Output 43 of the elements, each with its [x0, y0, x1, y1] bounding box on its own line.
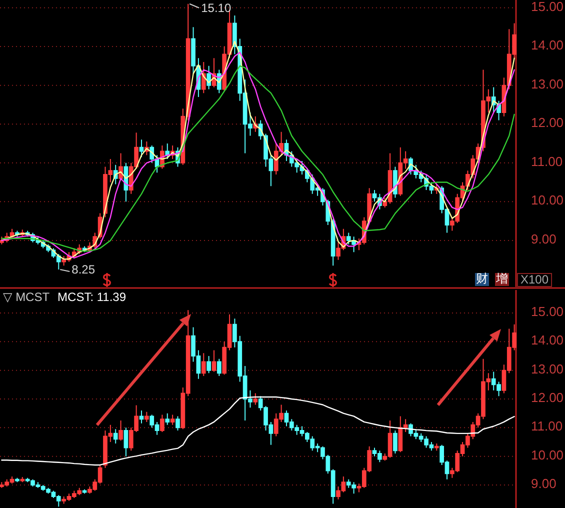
- text: X100: [520, 272, 549, 287]
- candlestick: [82, 488, 87, 494]
- y-tick-label: 15.00: [531, 0, 564, 14]
- candlestick: [393, 430, 398, 454]
- y-tick-label: 12.00: [531, 390, 564, 406]
- candlestick: [165, 143, 170, 160]
- y-tick-label: 11.00: [531, 154, 563, 170]
- y-tick-label: 11.00: [531, 419, 563, 434]
- candlestick: [201, 352, 206, 377]
- y-tick-label: 10.00: [531, 448, 564, 463]
- y-tick-label: 14.00: [531, 38, 564, 53]
- candlestick: [434, 442, 439, 452]
- annotation: 15.10: [201, 1, 232, 16]
- candlestick: [253, 392, 258, 406]
- candlestick: [176, 416, 180, 432]
- chart-title: ▽ MCST: [3, 290, 50, 304]
- candlestick: [139, 139, 144, 158]
- candlestick: [20, 476, 25, 483]
- y-tick-label: 12.00: [531, 116, 564, 131]
- candlestick: [118, 420, 123, 442]
- annotation: 8.25: [72, 262, 96, 277]
- y-tick-label: 9.00: [531, 232, 556, 247]
- candlestick: [206, 355, 211, 374]
- y-tick-label: 15.00: [531, 304, 564, 320]
- y-tick-label: 13.00: [531, 76, 564, 92]
- candlestick: [124, 427, 128, 457]
- candlestick: [186, 3, 190, 121]
- y-tick-label: 9.00: [531, 476, 556, 492]
- candlestick: [15, 477, 20, 483]
- candlestick: [165, 412, 170, 426]
- y-tick-label: 10.00: [531, 193, 564, 208]
- candlestick: [0, 236, 4, 245]
- candlestick: [160, 414, 164, 432]
- candlestick: [212, 350, 216, 372]
- y-tick-label: 13.00: [531, 362, 564, 377]
- candlestick: [144, 411, 149, 422]
- candlestick: [170, 414, 175, 426]
- line-series: [1, 396, 515, 466]
- text: MCST: 11.39: [58, 290, 126, 304]
- candlestick: [216, 358, 222, 377]
- candlestick: [139, 410, 144, 424]
- y-tick-label: 14.00: [531, 333, 564, 348]
- candlestick: [113, 428, 118, 444]
